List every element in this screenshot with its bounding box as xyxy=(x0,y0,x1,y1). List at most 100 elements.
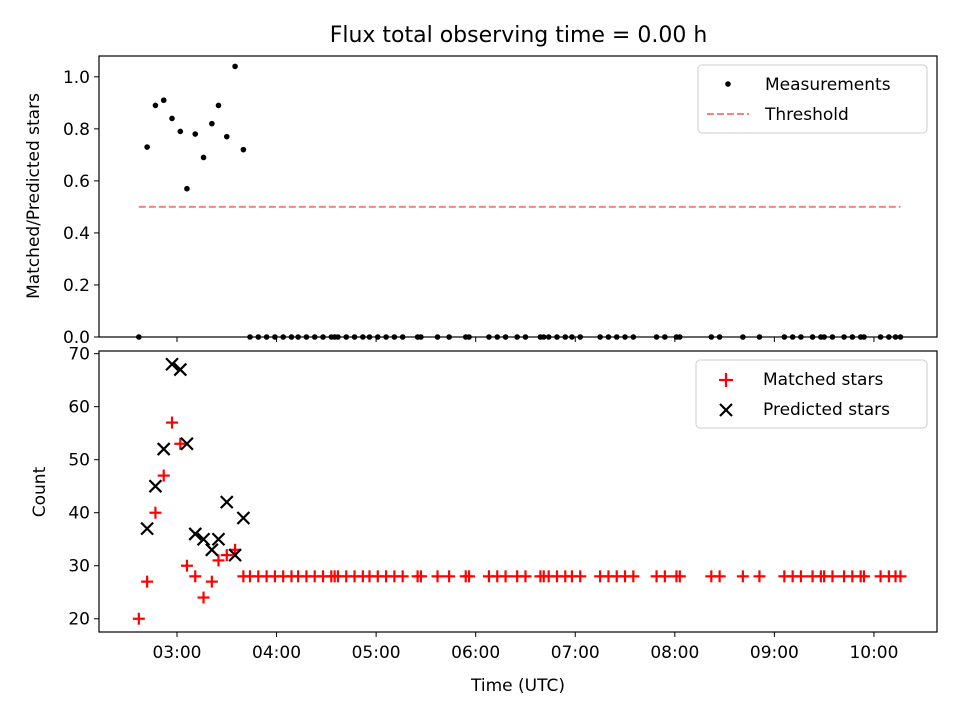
x-tick-label: 04:00 xyxy=(252,643,301,663)
matched-star-point xyxy=(519,570,532,583)
chart-title: Flux total observing time = 0.00 h xyxy=(330,23,708,48)
measurement-point xyxy=(192,131,199,137)
x-tick-label: 10:00 xyxy=(849,643,898,663)
matched-star-point xyxy=(431,570,444,583)
y-tick-label: 60 xyxy=(68,398,90,418)
matched-star-point xyxy=(180,559,193,572)
predicted-star-point xyxy=(236,511,251,525)
predicted-star-point xyxy=(148,479,163,493)
matched-star-point xyxy=(627,570,640,583)
y-tick-label: 30 xyxy=(68,557,90,577)
top-legend: Measurements Threshold xyxy=(697,64,928,134)
matched-star-point xyxy=(132,612,145,625)
bottom-plot-area xyxy=(132,357,907,625)
matched-star-point xyxy=(212,554,225,567)
y-tick-label: 0.8 xyxy=(63,120,90,140)
matched-star-point xyxy=(826,570,839,583)
x-tick-label: 08:00 xyxy=(650,643,699,663)
measurement-point xyxy=(200,154,207,161)
y-tick-label: 40 xyxy=(68,504,90,524)
count-panel: Count Time (UTC) 20 30 40 50 60 70 03:00 04:00… xyxy=(30,345,938,696)
measurement-point xyxy=(209,120,215,127)
legend-label-matched: Matched stars xyxy=(763,370,883,390)
matched-star-point xyxy=(857,570,870,583)
matched-star-point xyxy=(574,570,587,583)
top-ylabel: Matched/Predicted stars xyxy=(24,93,44,299)
matched-star-point xyxy=(166,416,179,429)
matched-star-point xyxy=(189,570,202,583)
predicted-star-point xyxy=(140,521,154,536)
measurement-point xyxy=(232,63,238,70)
y-tick-label: 0.6 xyxy=(63,172,90,192)
bottom-ylabel: Count xyxy=(30,466,50,517)
measurement-point xyxy=(184,185,190,192)
y-tick-label: 0.2 xyxy=(63,276,90,296)
measurement-point xyxy=(240,146,247,153)
y-tick-label: 20 xyxy=(68,610,90,630)
y-tick-label: 1.0 xyxy=(63,68,90,88)
matched-star-point xyxy=(794,570,807,583)
matched-star-point xyxy=(396,570,409,583)
legend-marker-measurements xyxy=(725,81,731,87)
x-tick-label: 07:00 xyxy=(551,643,600,663)
matched-star-point xyxy=(205,575,218,588)
top-axes-frame xyxy=(98,55,938,338)
matched-star-point xyxy=(894,570,907,583)
matched-star-point xyxy=(753,570,766,583)
predicted-star-point xyxy=(205,543,219,557)
y-tick-label: 50 xyxy=(68,451,90,471)
ratio-panel: Matched/Predicted stars 0.0 0.2 0.4 0.6 0.8 1… xyxy=(24,55,938,348)
matched-star-point xyxy=(736,570,749,583)
legend-marker-predicted xyxy=(719,403,733,417)
x-tick-label: 09:00 xyxy=(750,643,799,663)
predicted-star-point xyxy=(219,495,234,509)
matched-star-point xyxy=(673,570,686,583)
legend-label-threshold: Threshold xyxy=(764,105,849,125)
bottom-y-axis: 20 30 40 50 60 70 xyxy=(68,345,99,630)
predicted-star-point xyxy=(196,532,211,546)
legend-label-predicted: Predicted stars xyxy=(763,400,890,420)
predicted-star-point xyxy=(180,437,194,451)
matched-star-point xyxy=(499,570,512,583)
measurement-point xyxy=(160,97,167,104)
predicted-star-point xyxy=(188,527,203,541)
measurement-point xyxy=(152,102,159,109)
matched-star-point xyxy=(197,591,210,604)
matched-star-point xyxy=(414,570,427,583)
matched-star-point xyxy=(713,570,726,583)
measurement-point xyxy=(169,115,175,122)
y-tick-label: 0.0 xyxy=(63,328,90,348)
measurement-point xyxy=(144,144,150,150)
matched-star-point xyxy=(463,570,476,583)
top-y-axis: 0.0 0.2 0.4 0.6 0.8 1.0 xyxy=(63,68,99,348)
x-tick-label: 05:00 xyxy=(352,643,401,663)
legend-marker-matched xyxy=(719,373,733,387)
predicted-star-point xyxy=(165,357,179,372)
x-tick-label: 03:00 xyxy=(152,643,201,663)
predicted-star-point xyxy=(156,442,171,456)
matched-star-point xyxy=(149,506,162,519)
measurement-point xyxy=(177,128,184,135)
bottom-legend: Matched stars Predicted stars xyxy=(695,359,928,429)
bottom-axes-frame xyxy=(98,350,938,633)
bottom-legend-box xyxy=(695,359,928,429)
matched-star-point xyxy=(658,570,671,583)
matched-star-point xyxy=(174,437,187,450)
matched-star-point xyxy=(220,549,233,562)
legend-label-measurements: Measurements xyxy=(765,75,891,95)
matched-star-point xyxy=(157,469,170,482)
bottom-x-axis: 03:00 04:00 05:00 06:00 07:00 08:00 09:00 10:00 xyxy=(152,632,898,663)
predicted-star-point xyxy=(211,532,226,546)
predicted-star-point xyxy=(228,548,242,562)
bottom-xlabel: Time (UTC) xyxy=(470,676,565,696)
measurement-point xyxy=(215,102,222,109)
matched-star-point xyxy=(443,570,456,583)
y-tick-label: 0.4 xyxy=(63,224,90,244)
measurement-point xyxy=(223,133,230,140)
predicted-star-point xyxy=(173,362,188,377)
matched-star-point xyxy=(141,575,154,588)
x-tick-label: 06:00 xyxy=(451,643,500,663)
top-legend-box xyxy=(697,64,928,134)
y-tick-label: 70 xyxy=(68,345,90,365)
